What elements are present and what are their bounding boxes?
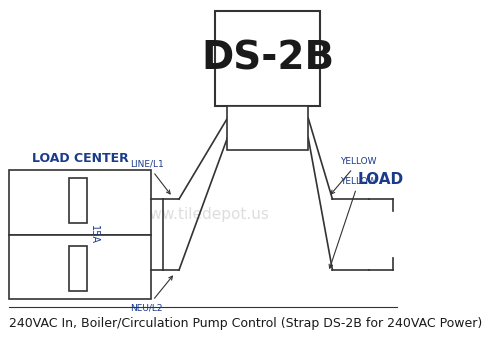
Bar (10, 170, 151, 235)
Bar (216, 11, 320, 105)
Text: DS-2B: DS-2B (202, 39, 334, 77)
Text: NEU/L2: NEU/L2 (130, 276, 172, 312)
Text: YELLOW: YELLOW (331, 157, 377, 194)
Bar (69, 178, 87, 223)
Text: LOAD CENTER: LOAD CENTER (32, 152, 128, 165)
Bar (69, 246, 87, 291)
Text: 15A: 15A (88, 225, 99, 244)
Bar (10, 235, 151, 299)
Text: 240VAC In, Boiler/Circulation Pump Control (Strap DS-2B for 240VAC Power): 240VAC In, Boiler/Circulation Pump Contr… (10, 317, 482, 331)
Text: www.tiledepot.us: www.tiledepot.us (138, 207, 269, 222)
Text: LINE/L1: LINE/L1 (130, 160, 170, 194)
Text: YELLOW: YELLOW (329, 177, 377, 268)
Text: LOAD: LOAD (358, 172, 404, 187)
Bar (228, 105, 308, 150)
